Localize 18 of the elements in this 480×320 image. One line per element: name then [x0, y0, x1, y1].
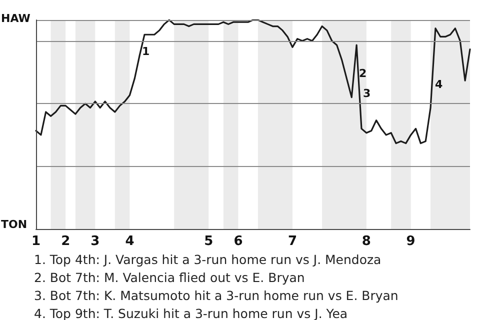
text: HAW [1, 12, 30, 25]
text: 2. Bot 7th: M. Valencia flied out vs E. Bryan [34, 270, 305, 285]
x-tick-label: 4 [125, 234, 134, 249]
x-tick-label: 7 [288, 234, 297, 249]
text: TON [1, 218, 28, 231]
x-tick-label: 5 [204, 234, 214, 249]
text: 1. Top 4th: J. Vargas hit a 3-run home run vs J. Mendoza [34, 252, 382, 267]
annotation: 1 [142, 45, 150, 58]
x-tick-label: 2 [61, 234, 70, 249]
x-tick-label: 1 [31, 234, 41, 249]
x-tick-label: 6 [234, 234, 243, 249]
annotation: 4 [435, 78, 443, 91]
x-tick-label: 9 [406, 234, 416, 249]
text: 3. Bot 7th: K. Matsumoto hit a 3-run home run vs E. Bryan [34, 288, 398, 303]
x-tick-label: 8 [362, 234, 371, 249]
annotation: 3 [363, 87, 371, 100]
x-tick-label: 3 [90, 234, 100, 249]
annotation: 2 [359, 67, 367, 80]
